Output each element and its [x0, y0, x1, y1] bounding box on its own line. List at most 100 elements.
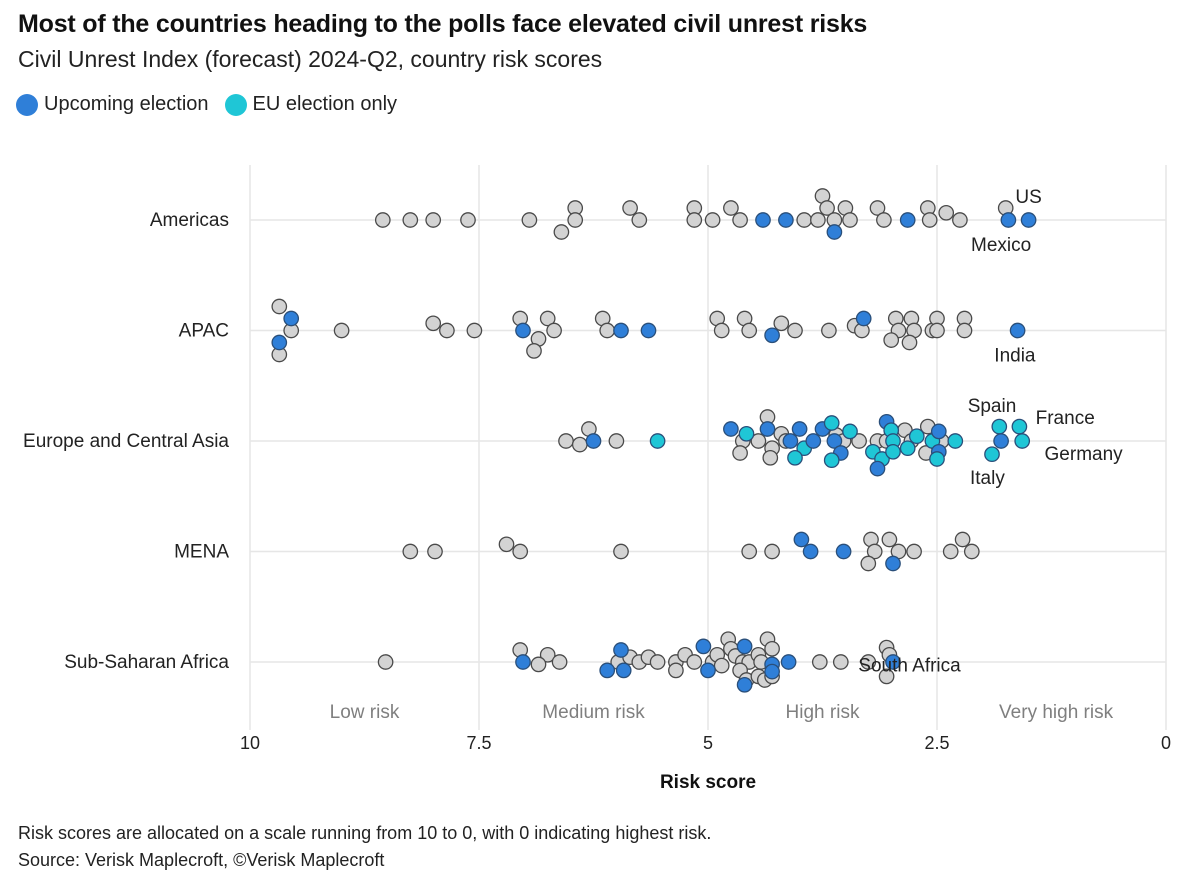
legend-swatch-election [16, 93, 38, 116]
country-annotation: India [994, 346, 1036, 367]
data-point [869, 460, 886, 477]
data-point [539, 310, 556, 327]
row-label: MENA [174, 542, 229, 563]
data-point [842, 212, 858, 228]
data-point [736, 676, 753, 693]
data-point [585, 433, 602, 449]
data-points [271, 188, 1037, 693]
data-point [374, 212, 391, 228]
data-point [750, 433, 767, 449]
data-point [333, 322, 350, 339]
data-point [736, 638, 753, 655]
data-point [741, 543, 758, 560]
country-annotation: Germany [1045, 444, 1124, 465]
data-point [515, 654, 531, 670]
data-point [782, 433, 799, 449]
data-point [1020, 212, 1037, 228]
data-point [991, 418, 1008, 435]
data-point [802, 543, 819, 560]
data-point [759, 421, 776, 437]
data-point [899, 212, 916, 228]
country-annotation: Italy [970, 468, 1005, 489]
data-point [567, 212, 584, 228]
data-point [869, 200, 886, 216]
data-point [713, 657, 730, 674]
data-point [885, 555, 901, 572]
data-point [695, 638, 712, 655]
row-label: APAC [179, 321, 229, 342]
data-point [773, 315, 790, 332]
legend-label-eu: EU election only [252, 93, 398, 115]
x-tick-label: 0 [1161, 733, 1171, 753]
country-annotation: South Africa [858, 655, 961, 676]
data-point [762, 449, 779, 466]
data-point [425, 315, 442, 332]
data-point [954, 531, 971, 548]
data-point [613, 642, 629, 658]
data-point [283, 310, 300, 327]
data-point [526, 343, 542, 359]
data-point [878, 668, 895, 685]
data-point [780, 654, 797, 670]
data-point [515, 322, 531, 339]
data-point [866, 543, 883, 560]
data-point [558, 433, 574, 449]
data-point [613, 543, 629, 560]
labels-layer: 10 7.5 5 2.5 0 Americas APAC Europe and Central… [23, 187, 1171, 793]
data-point [956, 322, 973, 339]
country-annotation: Mexico [971, 235, 1031, 256]
data-point [860, 654, 877, 670]
data-point [906, 543, 922, 560]
data-point [649, 654, 666, 670]
data-point [377, 654, 394, 670]
data-point [764, 543, 780, 560]
data-point [571, 436, 588, 453]
footnote-note: Risk scores are allocated on a scale run… [18, 823, 712, 843]
data-point [764, 663, 780, 680]
data-point [608, 433, 625, 449]
data-point [860, 555, 877, 572]
chart-subtitle: Civil Unrest Index (forecast) 2024-Q2, c… [18, 46, 603, 72]
data-point [826, 433, 843, 449]
data-point [530, 656, 547, 673]
data-point [402, 543, 419, 560]
data-point [738, 425, 755, 442]
data-point [439, 322, 455, 339]
data-point [1000, 212, 1017, 228]
row-label: Americas [150, 210, 229, 231]
data-point [811, 654, 828, 670]
data-point [1011, 418, 1028, 435]
data-point [1009, 322, 1026, 339]
data-point [723, 421, 739, 437]
data-point [810, 212, 826, 228]
data-point [778, 212, 794, 228]
band-label: High risk [786, 702, 860, 723]
x-tick-label: 5 [703, 733, 713, 753]
data-point [885, 654, 901, 670]
footnote-source: Source: Verisk Maplecroft, ©Verisk Maple… [18, 850, 385, 870]
data-point [796, 212, 813, 228]
data-point [764, 640, 780, 657]
row-label: Europe and Central Asia [23, 431, 229, 452]
data-point [908, 428, 925, 445]
band-label: Medium risk [542, 702, 645, 723]
legend-swatch-eu [224, 93, 247, 116]
x-tick-label: 7.5 [466, 733, 491, 753]
data-point [741, 322, 758, 339]
data-point [876, 212, 892, 228]
data-point [993, 433, 1009, 449]
data-point [901, 334, 918, 351]
data-point [732, 445, 748, 461]
chart-title: Most of the countries heading to the pol… [18, 10, 868, 38]
country-annotation: Spain [968, 396, 1017, 417]
data-point [613, 322, 629, 339]
data-point [460, 212, 476, 228]
data-point [791, 421, 808, 437]
data-point [819, 200, 835, 216]
data-point [885, 443, 901, 460]
row-label: Sub-Saharan Africa [64, 652, 229, 673]
data-point [832, 654, 849, 670]
data-point [842, 423, 858, 440]
data-point [271, 334, 288, 351]
